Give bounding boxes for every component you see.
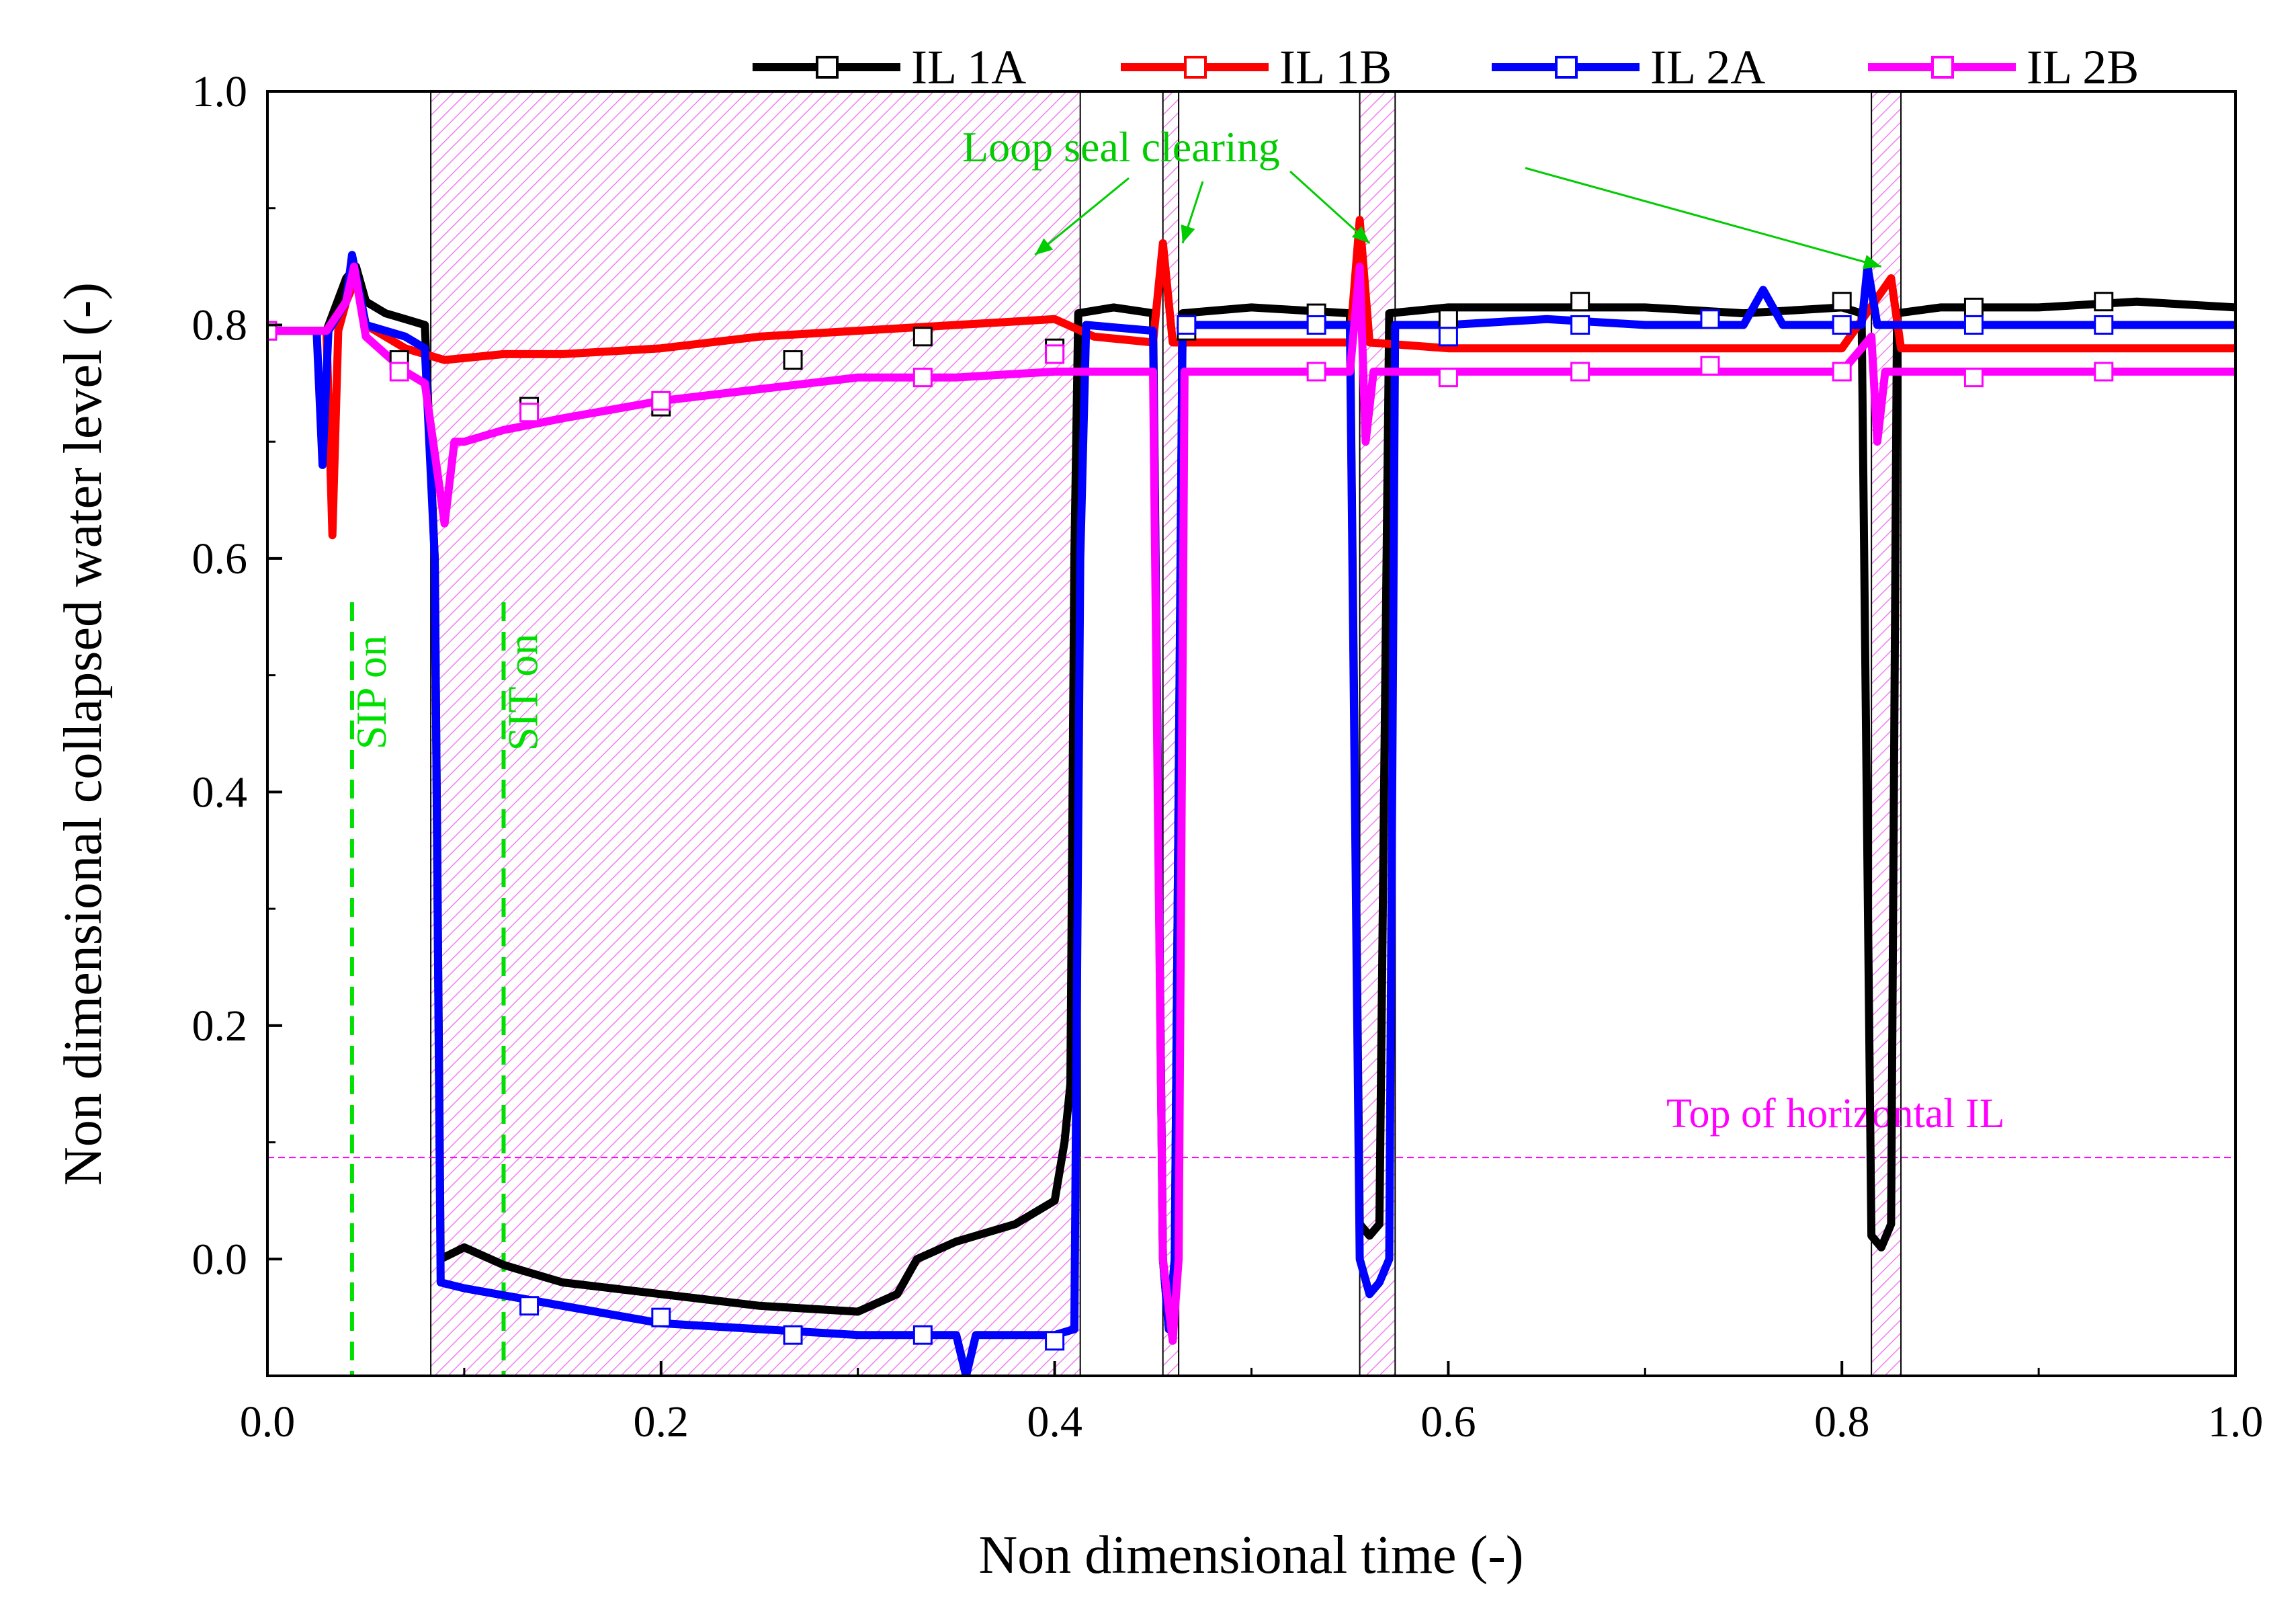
loop-seal-arrow-3	[1525, 167, 1882, 268]
series-marker-2-3	[912, 1325, 933, 1345]
y-tick-label-1: 0.2	[192, 1001, 248, 1051]
loop-seal-arrow-0	[1034, 177, 1130, 256]
legend-marker-0	[816, 56, 839, 79]
loop-seal-arrowhead-0	[1035, 238, 1054, 255]
vline-label-0: SIP on	[347, 635, 395, 749]
series-lines	[267, 216, 2236, 1376]
series-marker-2-8	[1570, 315, 1590, 335]
series-marker-2-12	[2094, 315, 2114, 335]
series-marker-3-12	[2094, 362, 2114, 382]
x-tick-label-1: 0.2	[634, 1397, 689, 1446]
series-marker-3-5	[1045, 344, 1065, 364]
series-marker-0-12	[1832, 292, 1852, 312]
vline-label-1: SIT on	[499, 634, 546, 751]
legend: IL 1A IL 1B IL 2A IL 2B	[753, 40, 2139, 94]
series-marker-2-4	[1045, 1331, 1065, 1351]
x-tick-label-5: 1.0	[2208, 1397, 2264, 1446]
y-tick-label-3: 0.6	[192, 534, 248, 583]
series-marker-0-13	[1963, 297, 1984, 317]
y-tick-label-5: 1.0	[192, 67, 248, 116]
reference-lines: Top of horizontal IL SIP on SIT on	[267, 602, 2236, 1376]
annotations: Loop seal clearing	[962, 123, 1882, 270]
series-marker-3-1	[389, 362, 409, 382]
series-marker-2-2	[783, 1325, 803, 1345]
top-of-horizontal-il-label: Top of horizontal IL	[1666, 1091, 2005, 1137]
y-tick-label-4: 0.8	[192, 300, 248, 350]
loop-seal-arrowhead-1	[1181, 224, 1195, 243]
legend-label-2: IL 2A	[1650, 40, 1765, 94]
loop-seal-arrowhead-3	[1863, 255, 1881, 270]
legend-marker-2	[1555, 56, 1578, 79]
series-marker-3-9	[1700, 356, 1720, 376]
series-marker-2-9	[1700, 309, 1720, 329]
legend-marker-1	[1184, 56, 1207, 79]
series-marker-2-7	[1438, 327, 1458, 347]
axes: 0.0 0.2 0.4 0.6 0.8 1.0 0.0 0.2 0.4 0.6 0.8 1.0	[192, 67, 2264, 1446]
series-marker-0-5	[912, 327, 933, 347]
y-axis-title: Non dimensional collapsed water level (-…	[54, 282, 113, 1186]
x-tick-label-2: 0.4	[1027, 1397, 1082, 1446]
series-marker-3-3	[651, 391, 671, 411]
legend-label-0: IL 1A	[911, 40, 1026, 94]
loop-seal-clearing-label: Loop seal clearing	[962, 123, 1280, 171]
shaded-region-0	[431, 91, 1080, 1376]
series-marker-2-5	[1177, 315, 1197, 335]
series-marker-2-1	[651, 1307, 671, 1327]
series-marker-2-10	[1832, 315, 1852, 335]
series-marker-0-9	[1438, 309, 1458, 329]
series-marker-2-0	[519, 1296, 540, 1316]
series-marker-3-6	[1306, 362, 1326, 382]
y-tick-label-0: 0.0	[192, 1235, 248, 1284]
series-marker-0-14	[2094, 292, 2114, 312]
series-marker-2-11	[1963, 315, 1984, 335]
x-tick-label-0: 0.0	[240, 1397, 296, 1446]
series-marker-3-10	[1832, 362, 1852, 382]
series-marker-3-2	[519, 403, 540, 423]
series-markers	[267, 292, 2114, 1351]
legend-marker-3	[1931, 56, 1954, 79]
series-marker-0-4	[783, 350, 803, 370]
series-marker-3-11	[1963, 368, 1984, 388]
x-tick-label-4: 0.8	[1814, 1397, 1870, 1446]
series-marker-3-0	[267, 321, 278, 341]
loop-seal-arrow-2	[1289, 170, 1371, 244]
series-marker-3-4	[912, 368, 933, 388]
series-marker-3-7	[1438, 368, 1458, 388]
loop-seal-arrowhead-2	[1351, 226, 1370, 243]
series-marker-0-10	[1570, 292, 1590, 312]
legend-label-1: IL 1B	[1279, 40, 1392, 94]
legend-label-3: IL 2B	[2027, 40, 2139, 94]
series-marker-2-6	[1306, 315, 1326, 335]
series-line-3	[267, 262, 2236, 1345]
series-marker-3-8	[1570, 362, 1590, 382]
x-tick-label-3: 0.6	[1420, 1397, 1476, 1446]
x-axis-title: Non dimensional time (-)	[979, 1526, 1524, 1585]
y-tick-label-2: 0.4	[192, 768, 248, 817]
